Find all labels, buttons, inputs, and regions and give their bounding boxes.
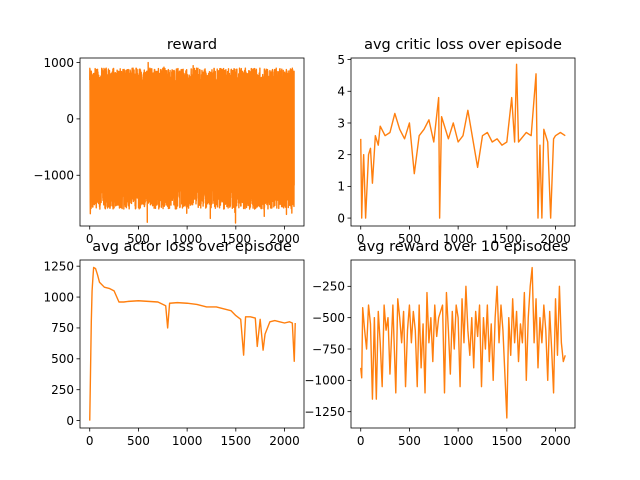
x-tick-label: 2000 [540,232,571,246]
y-tick-label: 5 [337,53,345,67]
series-line [89,61,295,224]
subplot-reward: 0 500 1000 1500 2000 −1000 0 1000 reward [33,37,305,246]
y-tick-label: 0 [337,211,345,225]
x-tick-label: 2000 [540,434,571,448]
x-tick-label: 2000 [269,232,300,246]
subplot-avg-reward: 0 500 1000 1500 2000 −1250 −1000 −750 −500 −250 av… [304,239,576,448]
y-tick-label: 0 [66,414,74,428]
y-tick-label: −500 [312,311,345,325]
subplot-title: avg reward over 10 episodes [358,239,568,255]
y-tick-label: 1 [337,180,345,194]
subplot-title: reward [167,37,217,53]
x-tick-label: 1000 [172,232,203,246]
y-tick-label: 0 [66,112,74,126]
y-tick-label: 500 [51,352,74,366]
x-tick-label: 0 [86,232,94,246]
x-tick-label: 2000 [269,434,300,448]
x-tick-label: 500 [127,434,150,448]
y-tick-label: 750 [51,321,74,335]
y-tick-label: 4 [337,85,345,99]
y-tick-label: 250 [51,383,74,397]
y-tick-label: 3 [337,116,345,130]
axes-frame [350,57,576,227]
x-tick-label: 1000 [172,434,203,448]
x-tick-label: 500 [398,232,421,246]
y-tick-label: 2 [337,148,345,162]
x-tick-label: 1000 [443,232,474,246]
y-tick-label: −250 [312,280,345,294]
x-tick-label: 0 [357,232,365,246]
x-tick-label: 1000 [443,434,474,448]
subplot-title: avg critic loss over episode [364,37,562,53]
axes-frame [350,259,576,429]
x-tick-label: 500 [127,232,150,246]
y-tick-label: −1000 [304,374,345,388]
axes-frame [79,57,305,227]
y-tick-label: −750 [312,342,345,356]
y-tick-label: −1000 [33,169,74,183]
x-tick-label: 500 [398,434,421,448]
x-tick-label: 1500 [221,232,252,246]
subplot-title: avg actor loss over episode [92,239,292,255]
subplot-actor-loss: 0 500 1000 1500 2000 0 250 500 750 1000 1250 avg ac… [43,239,305,448]
series-line [360,63,566,219]
x-tick-label: 1500 [492,232,523,246]
y-tick-label: −1250 [304,405,345,419]
x-tick-label: 1500 [492,434,523,448]
series-line [360,266,566,419]
x-tick-label: 0 [357,434,365,448]
x-tick-label: 1500 [221,434,252,448]
axes-frame [79,259,305,429]
y-tick-label: 1000 [43,56,74,70]
x-tick-label: 0 [86,434,94,448]
subplot-critic-loss: 0 500 1000 1500 2000 0 1 2 3 4 5 avg critic loss ov… [337,37,576,246]
y-tick-label: 1000 [43,290,74,304]
series-line [89,266,296,421]
y-tick-label: 1250 [43,259,74,273]
